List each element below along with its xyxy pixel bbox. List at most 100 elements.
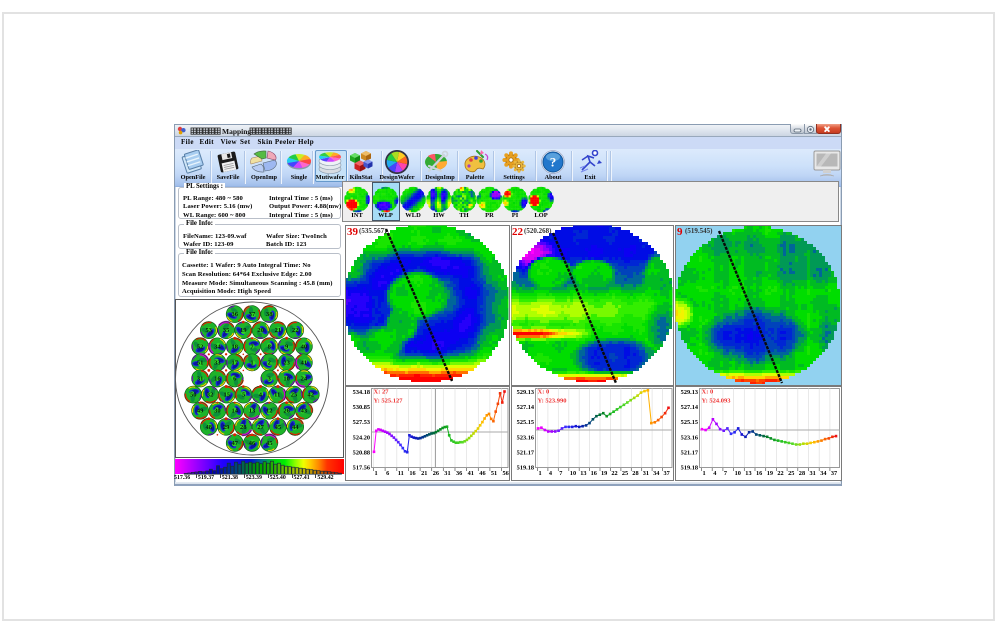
svg-text:10: 10 [283,376,290,383]
svg-text:26: 26 [433,470,439,477]
svg-text:10: 10 [570,470,576,477]
svg-text:?: ? [550,155,557,170]
svg-text:530.85: 530.85 [353,404,370,411]
svg-text:23: 23 [283,359,290,366]
svg-text:25: 25 [291,392,298,399]
svg-text:7: 7 [559,470,562,477]
svg-text:34: 34 [820,470,827,477]
svg-text:25: 25 [622,470,628,477]
svg-text:(520.268): (520.268) [524,227,552,235]
svg-text:524.20: 524.20 [353,434,370,441]
svg-text:36: 36 [231,311,238,318]
svg-text:1: 1 [539,470,542,477]
svg-text:13: 13 [745,470,751,477]
svg-text:11: 11 [398,470,404,477]
svg-text:9: 9 [285,343,289,350]
svg-text:Y: 524.093: Y: 524.093 [702,398,732,405]
svg-text:X: 0: X: 0 [538,389,550,396]
svg-text:16: 16 [756,470,762,477]
svg-text:19: 19 [240,327,247,334]
svg-text:INT: INT [351,212,363,219]
svg-text:TH: TH [459,212,468,219]
svg-text:38: 38 [266,311,273,318]
svg-text:51: 51 [197,359,204,366]
svg-text:521.17: 521.17 [517,450,534,457]
svg-text:(519.545): (519.545) [685,227,713,235]
svg-text:32: 32 [207,392,214,399]
svg-text:18: 18 [231,343,238,350]
svg-text:Y: 525.127: Y: 525.127 [374,398,404,405]
svg-text:PI: PI [512,212,519,219]
svg-text:1: 1 [375,470,378,477]
svg-text:37: 37 [249,311,256,318]
svg-text:2: 2 [268,359,271,366]
svg-text:42: 42 [308,392,315,399]
svg-text:523.16: 523.16 [517,434,534,441]
svg-text:30: 30 [214,408,221,415]
svg-text:523.16: 523.16 [681,434,698,441]
svg-text:49: 49 [197,408,204,415]
svg-text:45: 45 [275,424,282,431]
svg-text:33: 33 [214,359,221,366]
svg-text:56: 56 [503,470,509,477]
svg-text:28: 28 [632,470,638,477]
svg-text:527.14: 527.14 [681,404,699,411]
svg-text:16: 16 [214,376,221,383]
svg-text:16: 16 [409,470,415,477]
svg-text:15: 15 [224,392,231,399]
svg-text:520.88: 520.88 [353,450,370,457]
svg-text:45: 45 [266,440,273,447]
svg-text:19: 19 [767,470,773,477]
svg-text:34: 34 [214,343,221,350]
svg-text:1: 1 [703,470,706,477]
svg-text:7: 7 [724,470,727,477]
svg-text:50: 50 [190,392,197,399]
svg-text:37: 37 [664,470,670,477]
svg-text:6: 6 [233,376,237,383]
svg-text:19: 19 [601,470,607,477]
svg-text:41: 41 [468,470,474,477]
svg-text:22: 22 [512,226,524,238]
svg-text:21: 21 [421,470,427,477]
svg-text:47: 47 [231,440,238,447]
svg-text:51: 51 [491,470,497,477]
svg-text:34: 34 [653,470,660,477]
svg-text:27: 27 [257,424,264,431]
svg-text:22: 22 [292,327,299,334]
svg-text:12: 12 [266,408,273,415]
svg-text:46: 46 [479,470,485,477]
svg-text:22: 22 [611,470,617,477]
svg-text:14: 14 [231,408,238,415]
svg-text:7: 7 [250,343,254,350]
svg-text:525.15: 525.15 [517,419,534,426]
svg-text:17: 17 [231,359,238,366]
svg-text:534.18: 534.18 [353,389,370,396]
svg-text:PR: PR [485,212,494,219]
svg-text:39: 39 [347,226,359,238]
svg-text:3: 3 [268,376,272,383]
svg-text:46: 46 [249,440,256,447]
svg-text:LOP: LOP [534,212,547,219]
svg-text:519.18: 519.18 [517,465,534,472]
svg-text:10: 10 [735,470,741,477]
svg-text:31: 31 [810,470,816,477]
svg-text:Mapping: Mapping [222,127,251,136]
svg-text:35: 35 [223,327,230,334]
svg-text:22: 22 [777,470,783,477]
svg-text:527.14: 527.14 [517,404,535,411]
svg-text:41: 41 [301,359,308,366]
svg-text:40: 40 [301,343,308,350]
svg-text:20: 20 [257,327,264,334]
svg-text:525.15: 525.15 [681,419,698,426]
svg-text:52: 52 [197,343,204,350]
svg-text:13: 13 [580,470,586,477]
svg-text:43: 43 [301,408,308,415]
svg-text:21: 21 [275,327,282,334]
svg-text:44: 44 [292,424,299,431]
svg-text:4: 4 [549,470,553,477]
svg-text:4: 4 [713,470,717,477]
svg-text:28: 28 [799,470,805,477]
svg-text:36: 36 [456,470,462,477]
svg-text:521.17: 521.17 [681,450,698,457]
svg-text:529.13: 529.13 [517,389,534,396]
